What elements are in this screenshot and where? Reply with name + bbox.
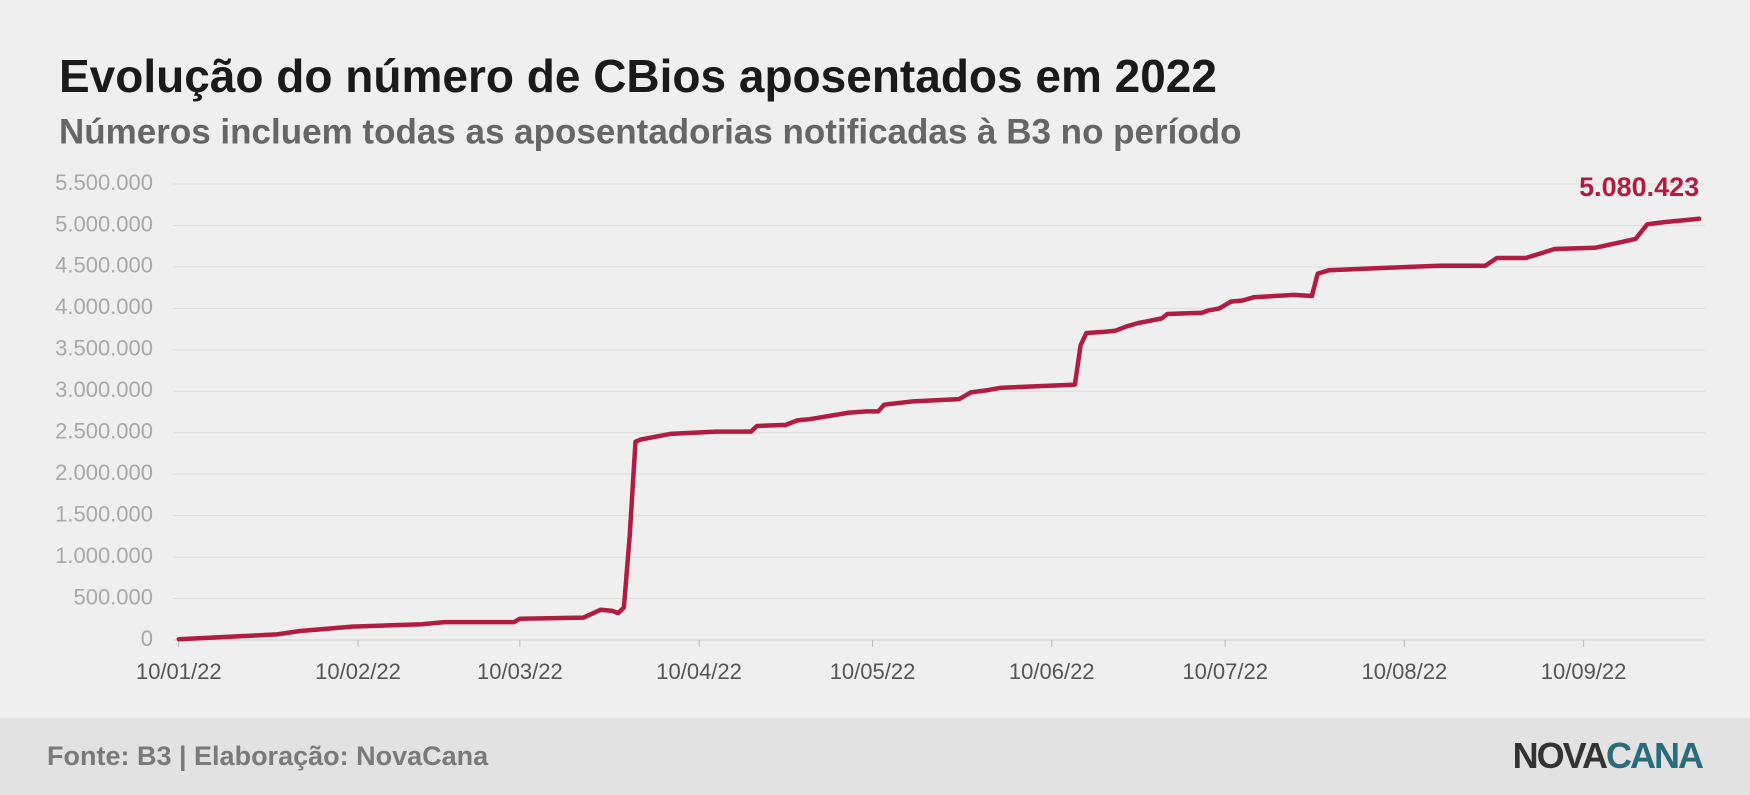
- y-tick-label: 1.500.000: [55, 501, 153, 526]
- logo-part: NOVA: [1513, 735, 1608, 776]
- y-tick-label: 5.000.000: [55, 211, 153, 236]
- chart-subtitle: Números incluem todas as aposentadorias …: [59, 112, 1242, 151]
- x-tick-label: 10/09/22: [1541, 659, 1627, 684]
- data-line: [176, 216, 1702, 642]
- x-tick-label: 10/03/22: [477, 659, 563, 684]
- end-value-label: 5.080.423: [1579, 172, 1699, 202]
- y-tick-label: 2.000.000: [55, 460, 153, 485]
- chart-title: Evolução do número de CBios aposentados …: [59, 50, 1217, 102]
- x-tick-label: 10/05/22: [830, 659, 916, 684]
- x-tick-label: 10/04/22: [656, 659, 742, 684]
- y-tick-label: 5.500.000: [55, 170, 153, 195]
- y-tick-label: 0: [141, 626, 153, 651]
- x-tick-label: 10/07/22: [1182, 659, 1268, 684]
- x-tick-label: 10/02/22: [315, 659, 401, 684]
- logo: NOVACANA: [1513, 735, 1704, 776]
- source: Fonte: B3 | Elaboração: NovaCana: [47, 741, 489, 771]
- y-tick-label: 4.000.000: [55, 294, 153, 319]
- y-tick-label: 2.500.000: [55, 419, 153, 444]
- logo-part: CANA: [1606, 735, 1704, 776]
- x-tick-label: 10/06/22: [1009, 659, 1095, 684]
- y-tick-label: 3.000.000: [55, 377, 153, 402]
- y-tick-label: 4.500.000: [55, 253, 153, 278]
- y-tick-label: 500.000: [73, 584, 153, 609]
- footer-band: [0, 718, 1750, 795]
- x-tick-label: 10/08/22: [1362, 659, 1448, 684]
- y-tick-label: 1.000.000: [55, 543, 153, 568]
- x-tick-label: 10/01/22: [136, 659, 222, 684]
- y-tick-label: 3.500.000: [55, 336, 153, 361]
